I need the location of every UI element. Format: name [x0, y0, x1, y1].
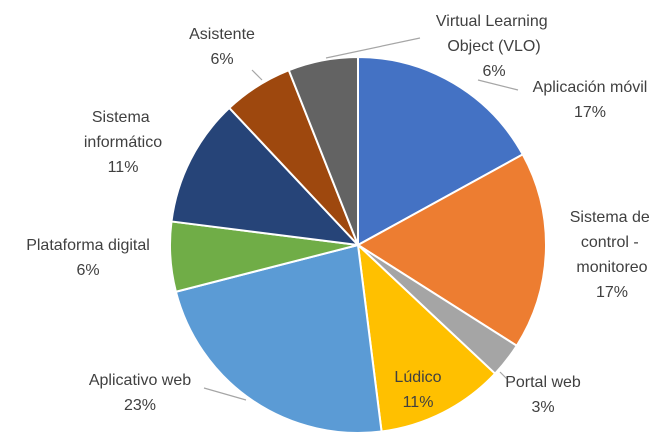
data-label-name: Aplicativo web: [89, 372, 191, 389]
data-label-name: Sistema informático: [84, 109, 162, 151]
slices: [169, 55, 547, 433]
data-label-value: 6%: [210, 51, 233, 68]
leader-line: [499, 371, 509, 381]
data-label-value: 6%: [482, 63, 505, 80]
data-label-name: Plataforma digital: [26, 237, 150, 254]
pie-slice: [356, 242, 497, 433]
data-label-value: 11%: [403, 394, 434, 411]
leader-line: [203, 387, 247, 401]
pie-slice: [287, 55, 359, 246]
pie-slice: [170, 106, 361, 247]
data-label-value: 3%: [531, 399, 554, 416]
leader-line: [477, 79, 519, 91]
leader-lines: [203, 37, 519, 401]
data-label-value: 17%: [574, 104, 606, 121]
data-label-value: 17%: [596, 284, 628, 301]
data-label-name: Aplicación móvil: [533, 79, 648, 96]
data-label-name: Virtual Learning Object (VLO): [436, 13, 552, 55]
leader-line: [325, 37, 421, 59]
data-label-name: Portal web: [505, 374, 581, 391]
pie-slice: [357, 55, 525, 247]
leader-line: [251, 69, 263, 81]
pie-slice: [356, 153, 547, 348]
data-label-value: 11%: [108, 159, 139, 176]
data-label-name: Lúdico: [394, 369, 441, 386]
data-label-value: 23%: [124, 397, 156, 414]
data-label-name: Sistema de control - monitoreo: [570, 209, 654, 276]
data-label-name: Asistente: [189, 26, 255, 43]
data-label-value: 6%: [76, 262, 99, 279]
